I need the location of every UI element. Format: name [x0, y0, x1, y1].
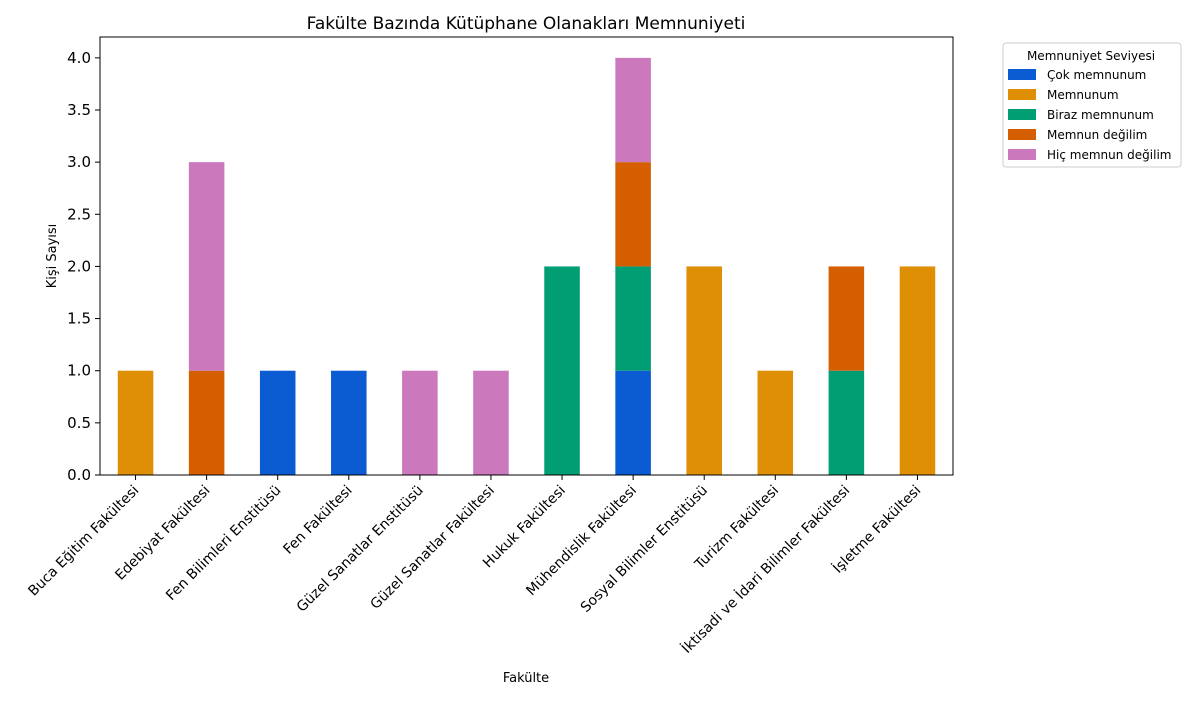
y-tick-label: 2.5 — [67, 205, 91, 223]
legend: Memnuniyet Seviyesi Çok memnunum Memnunum… — [1002, 42, 1182, 168]
legend-title: Memnuniyet Seviyesi — [1027, 49, 1155, 63]
y-tick-label: 1.0 — [67, 362, 91, 380]
legend-swatch — [1008, 149, 1036, 160]
legend-label: Biraz memnunum — [1047, 108, 1154, 122]
bar-segment — [117, 370, 154, 475]
bar-segment — [615, 266, 651, 371]
legend-frame — [1002, 42, 1182, 168]
bar-segment — [188, 370, 225, 475]
legend-label: Memnunum — [1047, 88, 1119, 102]
bar-segment — [615, 370, 651, 475]
legend-swatch — [1008, 69, 1036, 80]
legend-items: Çok memnunum Memnunum Biraz memnunum Memnun… — [1008, 68, 1171, 162]
bar-segment — [331, 370, 367, 475]
legend-swatch — [1008, 89, 1036, 100]
bar-segment — [473, 370, 509, 475]
x-tick-label: Güzel Sanatlar Fakültesi — [368, 483, 498, 613]
bar-segment — [828, 266, 865, 371]
x-tick-label: Güzel Sanatlar Enstitüsü — [294, 483, 427, 616]
bar-segment — [757, 370, 794, 475]
legend-swatch — [1008, 129, 1036, 140]
bar-segment — [259, 370, 296, 475]
chart-title: Fakülte Bazında Kütüphane Olanakları Mem… — [307, 14, 746, 34]
y-tick-label: 1.5 — [67, 310, 91, 328]
legend-label: Çok memnunum — [1047, 68, 1146, 82]
bars-group — [117, 57, 936, 475]
bar-segment — [544, 266, 580, 475]
bar-segment — [828, 370, 865, 475]
bar-segment — [615, 57, 651, 163]
bar-segment — [402, 370, 438, 475]
y-tick-label: 4.0 — [67, 49, 91, 67]
bar-segment — [615, 162, 651, 267]
y-axis-label: Kişi Sayısı — [45, 224, 60, 289]
bar-segment — [899, 266, 936, 475]
legend-label: Hiç memnun değilim — [1047, 148, 1171, 162]
legend-label: Memnun değilim — [1047, 128, 1147, 142]
bar-segment — [686, 266, 722, 475]
x-tick-label: Fen Fakültesi — [280, 483, 355, 558]
y-tick-label: 0.5 — [67, 414, 91, 432]
y-tick-label: 0.0 — [67, 466, 91, 484]
y-axis: 0.0 0.5 1.0 1.5 2.0 2.5 3.0 3.5 4.0 — [67, 49, 100, 484]
plot-frame — [99, 36, 954, 476]
x-axis-label: Fakülte — [503, 671, 549, 686]
bar-segment — [188, 162, 225, 371]
x-tick-label: Sosyal Bilimler Enstitüsü — [578, 483, 711, 616]
legend-swatch — [1008, 109, 1036, 120]
y-tick-label: 2.0 — [67, 257, 91, 275]
x-tick-label: Fen Bilimleri Enstitüsü — [163, 483, 284, 604]
y-tick-label: 3.5 — [67, 101, 91, 119]
y-tick-label: 3.0 — [67, 153, 91, 171]
